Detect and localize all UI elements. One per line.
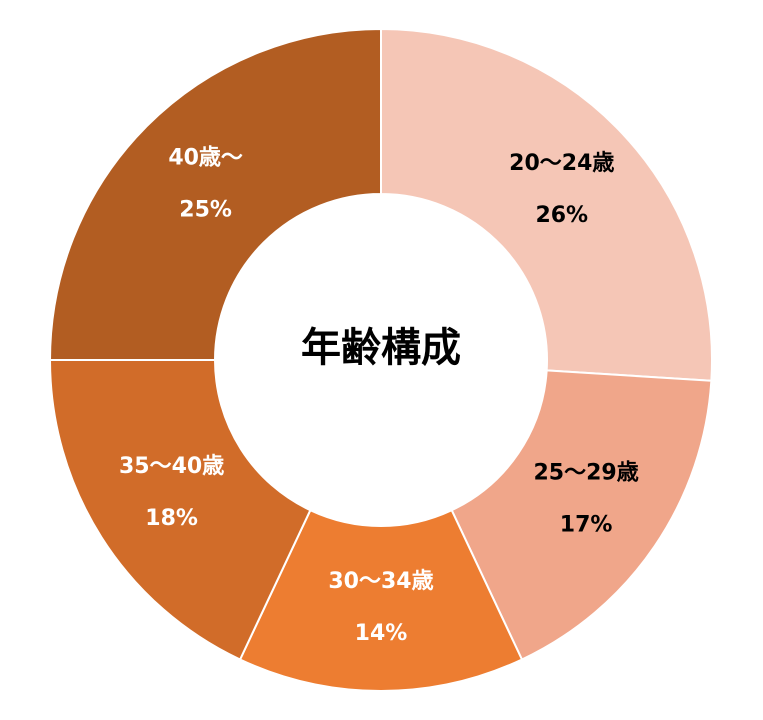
slice [380, 27, 713, 382]
slice-category-label: 35～40歳 [119, 454, 224, 479]
slice-category-label: 25～29歳 [533, 460, 638, 485]
slice [48, 27, 382, 361]
slice-value-label: 17% [560, 512, 613, 537]
slice [238, 508, 524, 693]
slice-category-label: 40歳～ [168, 146, 243, 171]
slice-category-label: 30～34歳 [328, 569, 433, 594]
chart-title: 年齢構成 [301, 325, 461, 371]
slice-value-label: 14% [355, 621, 408, 646]
slice [48, 359, 312, 661]
slice [450, 369, 713, 661]
slice-category-label: 20～24歳 [509, 151, 614, 176]
slice-value-label: 25% [179, 198, 232, 223]
slice-value-label: 18% [145, 506, 198, 531]
slice-value-label: 26% [535, 203, 588, 228]
